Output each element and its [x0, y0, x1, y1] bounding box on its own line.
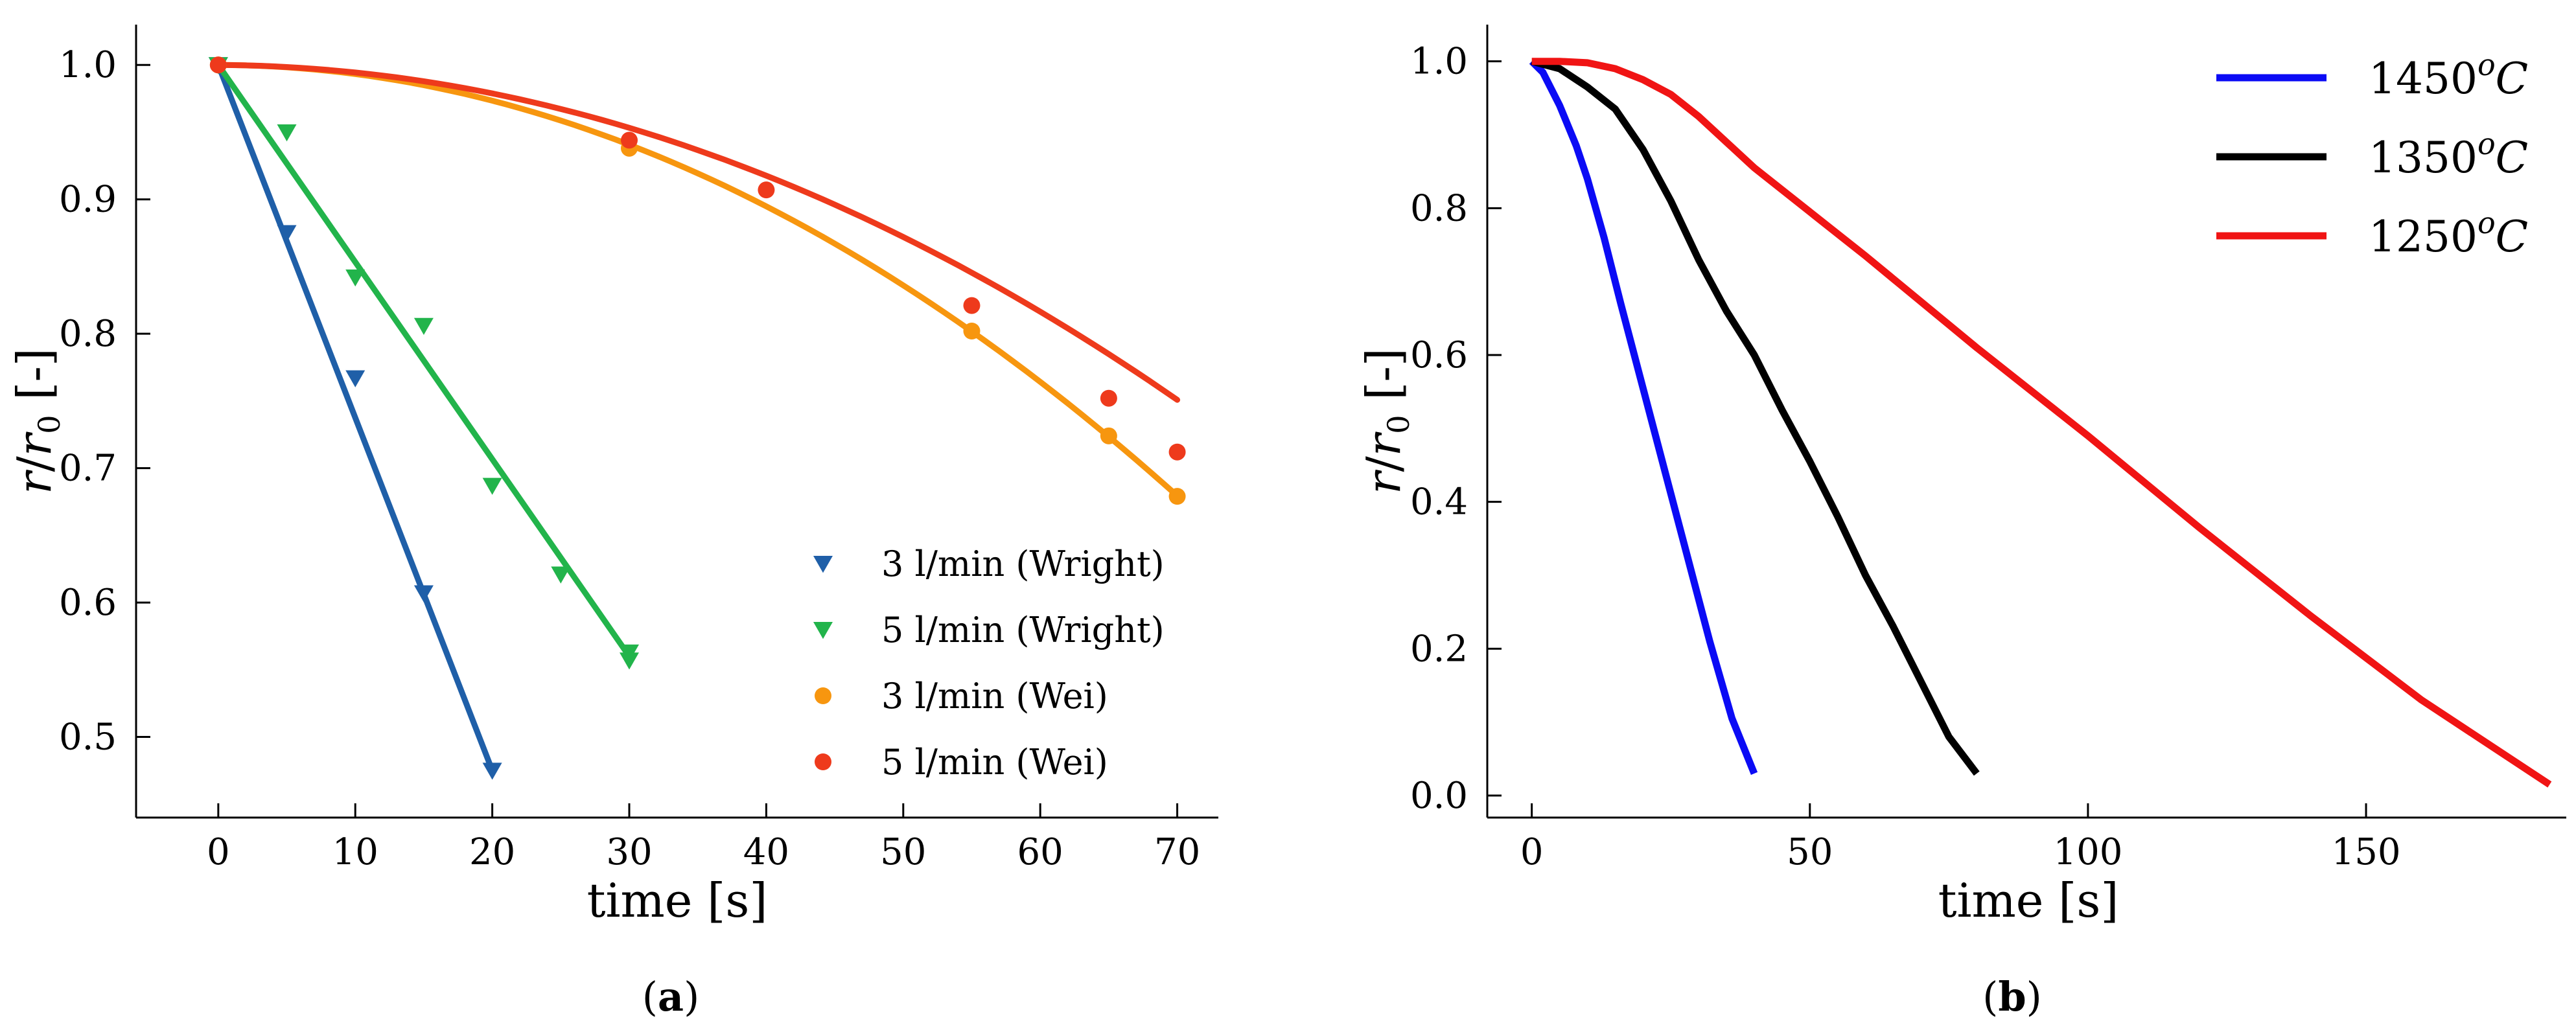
- panel-label-open: (: [1982, 973, 1998, 1020]
- panel-label-close: ): [684, 973, 699, 1020]
- series-line-0: [215, 62, 496, 774]
- y-tick-label: 1.0: [1410, 41, 1468, 83]
- data-point: [345, 370, 366, 387]
- series-line-1250: [1531, 58, 2552, 788]
- data-point: [1168, 488, 1186, 505]
- legend-value: 1250: [2369, 212, 2477, 262]
- legend-marker: [815, 687, 831, 704]
- data-point: [482, 477, 502, 495]
- legend-unit: C: [2496, 54, 2529, 104]
- legend-label: 3 l/min (Wright): [881, 544, 1165, 584]
- panel-label-open: (: [642, 973, 658, 1020]
- series-line-3: [215, 62, 1181, 403]
- panel-label-letter: a: [658, 973, 684, 1020]
- legend-label: 5 l/min (Wei): [881, 742, 1108, 783]
- x-tick-label: 70: [1154, 831, 1200, 873]
- x-tick-label: 40: [743, 831, 789, 873]
- y-tick-label: 0.6: [59, 582, 117, 624]
- x-tick-label: 60: [1017, 831, 1063, 873]
- x-axis-label: time [s]: [1938, 873, 2119, 928]
- legend-value: 1350: [2369, 133, 2477, 183]
- y-tick-label: 0.5: [59, 717, 117, 759]
- data-point: [1100, 427, 1117, 444]
- x-tick-label: 100: [2053, 831, 2122, 873]
- y-tick-label: 0.6: [1410, 334, 1468, 376]
- y-label-r0: r: [1356, 431, 1411, 456]
- y-tick-label: 0.2: [1410, 628, 1468, 670]
- data-point: [621, 132, 638, 149]
- x-tick-label: 10: [332, 831, 378, 873]
- series-line-1: [215, 62, 632, 659]
- y-label-slash: /: [7, 455, 62, 472]
- data-point: [345, 269, 366, 287]
- legend-marker: [815, 753, 831, 770]
- y-label-r0: r: [7, 431, 62, 456]
- legend-marker: [813, 556, 833, 573]
- legend-label: 1350oC: [2369, 126, 2528, 183]
- panel-label-close: ): [2026, 973, 2042, 1020]
- y-tick-label: 0.4: [1410, 481, 1468, 523]
- y-tick-label: 0.8: [1410, 187, 1468, 229]
- legend-superscript: o: [2477, 126, 2496, 161]
- legend-label: 3 l/min (Wei): [881, 676, 1108, 717]
- y-label-units: [-]: [1356, 348, 1411, 415]
- legend-label: 1450oC: [2369, 47, 2528, 104]
- legend-label: 5 l/min (Wright): [881, 610, 1165, 650]
- series-line-1350: [1531, 58, 1980, 776]
- x-tick-label: 50: [1787, 831, 1833, 873]
- panel-label: (b): [1982, 973, 2042, 1020]
- legend-label: 1250oC: [2369, 205, 2528, 262]
- x-tick-label: 20: [469, 831, 515, 873]
- data-point: [758, 181, 775, 199]
- data-point: [963, 323, 981, 340]
- legend-unit: C: [2496, 212, 2529, 262]
- x-tick-label: 30: [606, 831, 652, 873]
- legend-marker: [813, 622, 833, 639]
- y-tick-label: 0.7: [59, 448, 117, 490]
- legend: 3 l/min (Wright) 5 l/min (Wright) 3 l/min …: [813, 544, 1165, 783]
- legend-superscript: o: [2477, 205, 2496, 240]
- y-label-r: r: [1356, 470, 1411, 494]
- y-label-slash: /: [1356, 455, 1411, 472]
- y-tick-label: 1.0: [59, 44, 117, 86]
- x-tick-label: 0: [1520, 831, 1544, 873]
- y-tick-label: 0.9: [59, 179, 117, 221]
- data-point: [551, 566, 571, 584]
- y-label-r: r: [7, 470, 62, 494]
- data-point: [277, 225, 297, 242]
- data-point: [413, 317, 434, 335]
- legend-value: 1450: [2369, 54, 2477, 104]
- x-tick-label: 50: [880, 831, 926, 873]
- panel-label: (a): [642, 973, 700, 1020]
- data-point: [209, 56, 227, 74]
- panel-label-letter: b: [1998, 973, 2026, 1020]
- y-tick-label: 0.0: [1410, 775, 1468, 817]
- data-point: [482, 763, 502, 780]
- legend-unit: C: [2496, 133, 2529, 183]
- y-tick-label: 0.8: [59, 313, 117, 355]
- y-label-subscript: 0: [32, 415, 67, 434]
- y-axis-label: r/r0 [-]: [7, 348, 67, 494]
- data-point: [413, 585, 434, 602]
- y-label-units: [-]: [7, 348, 62, 415]
- data-point: [620, 652, 640, 670]
- series-line-1450: [1529, 58, 1758, 775]
- y-axis-label: r/r0 [-]: [1356, 348, 1416, 494]
- x-tick-label: 150: [2332, 831, 2401, 873]
- legend-superscript: o: [2477, 47, 2496, 82]
- data-point: [963, 297, 981, 314]
- x-tick-label: 0: [207, 831, 230, 873]
- x-axis-label: time [s]: [587, 873, 768, 928]
- data-point: [1100, 389, 1117, 407]
- data-point: [277, 124, 297, 142]
- chart-panel-a: 0 10 20 30 40 50 60 70 0.5 0.6 0.7 0.8 0.9 1.0 time [s…: [7, 25, 1218, 1020]
- data-point: [1168, 443, 1186, 461]
- y-label-subscript: 0: [1381, 415, 1416, 434]
- chart-panel-b: 0 50 100 150 0.0 0.2 0.4 0.6 0.8 1.0 time [s] r/r0 …: [1356, 25, 2566, 1020]
